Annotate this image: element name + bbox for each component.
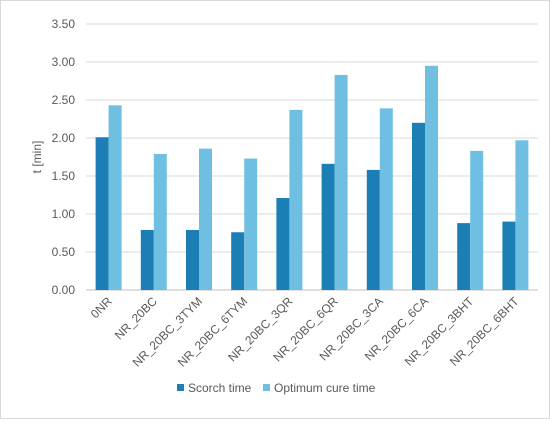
y-tick-label: 2.00 (52, 131, 76, 145)
bars (95, 65, 529, 290)
x-tick-label: 0NR (88, 294, 115, 321)
y-tick-label: 0.50 (52, 245, 76, 259)
bar-scorch-time (276, 198, 290, 290)
bar-scorch-time (140, 229, 154, 290)
legend-swatch (177, 384, 184, 391)
legend-label: Optimum cure time (274, 381, 376, 395)
legend-label: Scorch time (188, 381, 252, 395)
bar-scorch-time (366, 169, 380, 290)
bar-optimum-cure-time (515, 140, 529, 290)
bar-optimum-cure-time (199, 148, 212, 290)
y-tick-label: 2.50 (52, 93, 76, 107)
bar-scorch-time (502, 221, 516, 290)
bar-scorch-time (321, 163, 335, 290)
bar-optimum-cure-time (108, 105, 122, 290)
y-tick-label: 0.00 (52, 283, 76, 297)
bar-scorch-time (457, 223, 471, 290)
bar-optimum-cure-time (425, 65, 438, 290)
x-tick-label: NR_20BC (112, 294, 160, 342)
y-tick-label: 1.00 (52, 207, 76, 221)
legend: Scorch time Optimum cure time (177, 381, 376, 395)
y-tick-label: 3.50 (52, 17, 76, 31)
y-axis-tick-labels: 0.00 0.50 1.00 1.50 2.00 2.50 3.00 3.50 (52, 17, 76, 297)
bar-optimum-cure-time (153, 153, 167, 290)
bar-scorch-time (231, 232, 245, 290)
bar-optimum-cure-time (289, 109, 303, 290)
bar-optimum-cure-time (244, 158, 258, 290)
y-tick-label: 1.50 (52, 169, 76, 183)
bar-scorch-time (186, 229, 199, 290)
bar-optimum-cure-time (470, 150, 484, 290)
bar-scorch-time (412, 122, 425, 290)
y-tick-label: 3.00 (52, 55, 76, 69)
legend-swatch (263, 384, 270, 391)
bar-optimum-cure-time (334, 74, 348, 290)
x-axis-tick-labels: 0NRNR_20BCNR_20BC_3TYMNR_20BC_6TYMNR_20B… (88, 294, 522, 370)
bar-optimum-cure-time (379, 108, 393, 290)
y-axis-label: t [min] (30, 141, 44, 174)
bar-scorch-time (95, 137, 109, 290)
